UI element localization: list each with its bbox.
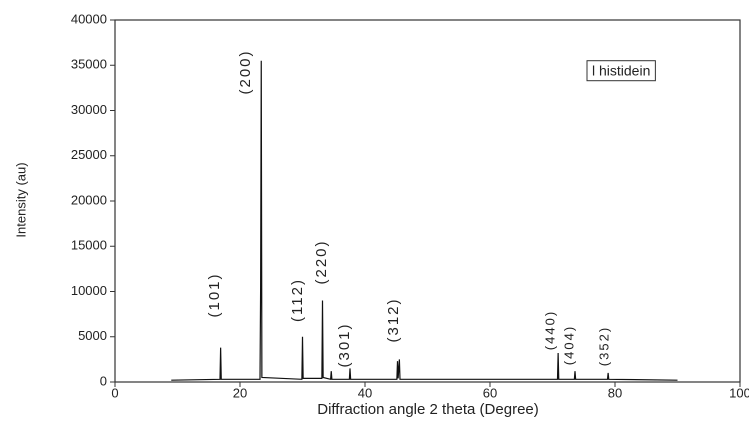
x-axis-label: Diffraction angle 2 theta (Degree) bbox=[317, 401, 539, 418]
legend-box bbox=[586, 60, 656, 82]
y-tick-label: 5000 bbox=[78, 328, 107, 343]
peak-label: (312) bbox=[385, 297, 402, 342]
peak-label: (301) bbox=[336, 322, 353, 367]
peak-label: (352) bbox=[596, 326, 611, 366]
x-tick-label: 80 bbox=[608, 385, 622, 400]
y-tick-label: 15000 bbox=[71, 238, 107, 253]
spectrum-line bbox=[171, 60, 678, 381]
x-tick-label: 20 bbox=[233, 385, 247, 400]
x-tick-label: 100 bbox=[729, 385, 749, 400]
peak-label: (200) bbox=[237, 49, 254, 94]
y-tick-label: 10000 bbox=[71, 283, 107, 298]
peak-label: (440) bbox=[542, 310, 557, 350]
peak-label: (404) bbox=[561, 325, 576, 365]
y-tick-label: 20000 bbox=[71, 192, 107, 207]
y-axis-label: Intensity (au) bbox=[13, 162, 28, 237]
x-tick-label: 60 bbox=[483, 385, 497, 400]
y-tick-label: 30000 bbox=[71, 102, 107, 117]
x-tick-label: 40 bbox=[358, 385, 372, 400]
x-tick-label: 0 bbox=[111, 385, 118, 400]
y-tick-label: 25000 bbox=[71, 147, 107, 162]
y-tick-label: 40000 bbox=[71, 11, 107, 26]
peak-label: (220) bbox=[313, 239, 330, 284]
y-tick-label: 35000 bbox=[71, 57, 107, 72]
y-tick-label: 0 bbox=[100, 373, 107, 388]
peak-label: (112) bbox=[289, 278, 306, 322]
peak-label: (101) bbox=[206, 272, 223, 317]
legend-label: l histidein bbox=[592, 63, 650, 79]
